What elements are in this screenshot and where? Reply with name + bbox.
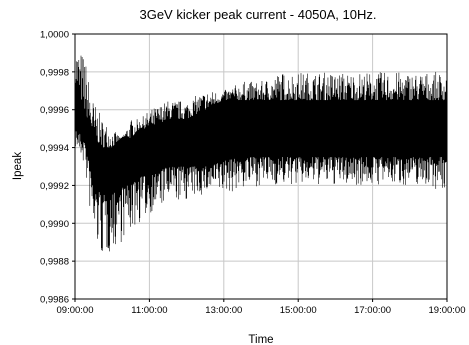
x-tick-label: 15:00:00 [280,305,317,316]
y-tick-label: 0,9994 [40,143,69,154]
plot-frame [74,33,448,300]
x-tick-label: 19:00:00 [429,305,466,316]
y-tick-label: 0,9990 [40,219,69,230]
x-tick-label: 09:00:00 [57,305,94,316]
y-tick-label: 0,9998 [40,67,69,78]
y-tick-label: 1,0000 [40,30,69,41]
y-axis-label: Ipeak [12,152,24,180]
y-tick-label: 0,9988 [40,257,69,268]
y-tick-label: 0,9986 [40,295,69,306]
x-ticks: 09:00:00 11:00:00 13:00:00 15:00:00 17:00:00… [57,299,466,316]
chart-title: 3GeV kicker peak current - 4050A, 10Hz. [139,7,376,22]
data-band [75,55,447,252]
x-tick-label: 11:00:00 [131,305,167,316]
y-tick-label: 0,9996 [40,105,69,116]
y-tick-label: 0,9992 [40,181,69,192]
x-tick-label: 17:00:00 [354,305,391,316]
y-ticks: 0,9986 0,9988 0,9990 0,9992 0,9994 0,9996 0,99… [40,30,75,306]
x-axis-label: Time [248,334,273,345]
x-tick-label: 13:00:00 [205,305,242,316]
series-line [75,55,447,252]
